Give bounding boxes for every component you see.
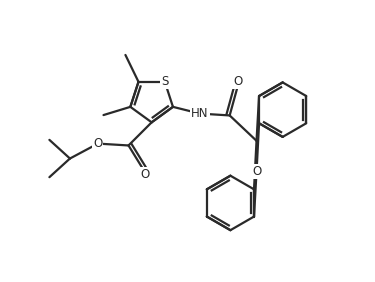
Text: O: O bbox=[141, 168, 150, 181]
Text: O: O bbox=[93, 137, 102, 150]
Text: S: S bbox=[161, 75, 168, 88]
Text: O: O bbox=[233, 75, 243, 88]
Text: O: O bbox=[252, 165, 261, 178]
Text: HN: HN bbox=[191, 107, 208, 120]
